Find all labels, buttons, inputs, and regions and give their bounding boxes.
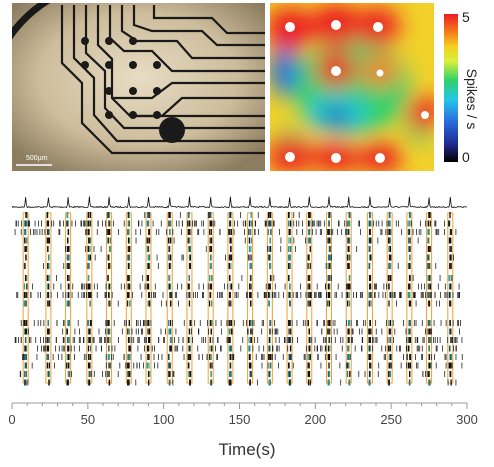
- firing-rate-heatmap: [266, 3, 440, 173]
- x-axis-label: Time(s): [218, 440, 276, 459]
- x-tick-label-3: 150: [229, 412, 251, 427]
- x-tick-label-0: 0: [8, 412, 15, 427]
- x-tick-label-2: 100: [153, 412, 175, 427]
- x-tick-label-6: 300: [456, 412, 478, 427]
- colorbar-min-label: 0: [462, 149, 470, 165]
- x-tick-label-1: 50: [81, 412, 95, 427]
- x-tick-label-5: 250: [380, 412, 402, 427]
- colorbar-label: Spikes / s: [464, 68, 480, 130]
- colorbar: [444, 14, 458, 162]
- colorbar-max-label: 5: [462, 9, 470, 25]
- scale-bar-label: 500µm: [26, 155, 48, 162]
- electrode-array-photo: 500µm: [0, 0, 265, 175]
- population-trace: [11, 196, 468, 209]
- spike-raster-plot: 0 50 100 150 200 250 300: [8, 196, 478, 427]
- x-tick-label-4: 200: [304, 412, 326, 427]
